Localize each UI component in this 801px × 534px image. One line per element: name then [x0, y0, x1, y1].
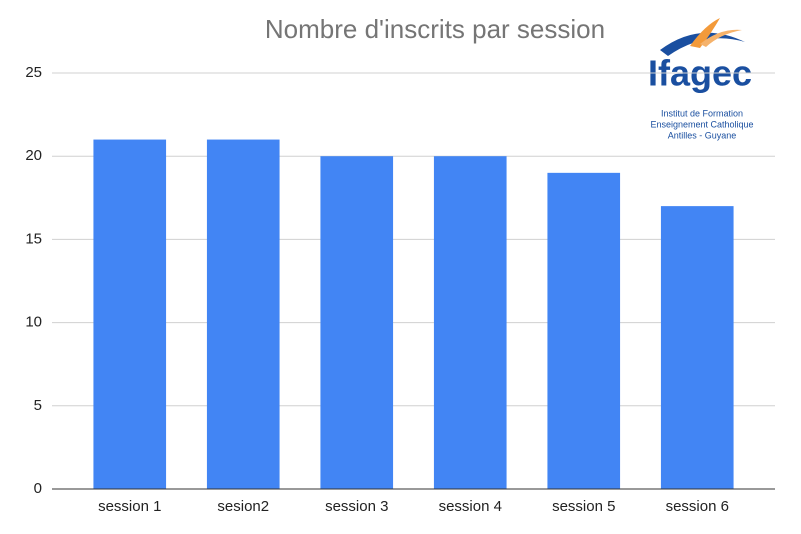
logo-swoosh	[700, 29, 742, 47]
logo: Ifagec Institut de Formation Enseignemen…	[648, 18, 754, 140]
bar	[547, 172, 621, 489]
y-tick-label: 10	[25, 314, 42, 331]
logo-swoosh	[690, 18, 720, 48]
x-tick-label: sesion2	[217, 498, 269, 515]
logo-line: Enseignement Catholique	[650, 119, 753, 129]
y-tick-label: 0	[34, 480, 42, 497]
x-tick-label: session 3	[325, 498, 388, 515]
x-tick-label: session 4	[439, 498, 502, 515]
bar	[93, 139, 167, 489]
logo-line: Institut de Formation	[661, 108, 743, 118]
chart-title: Nombre d'inscrits par session	[265, 14, 605, 44]
bar	[320, 156, 394, 489]
bar	[660, 206, 734, 489]
x-tick-label: session 6	[666, 498, 729, 515]
y-tick-label: 5	[34, 397, 42, 414]
x-tick-label: session 1	[98, 498, 161, 515]
x-tick-label: session 5	[552, 498, 615, 515]
logo-line: Antilles - Guyane	[668, 130, 737, 140]
y-tick-label: 25	[25, 64, 42, 81]
bar	[206, 139, 280, 489]
logo-swoosh	[660, 32, 745, 56]
y-tick-label: 15	[25, 230, 42, 247]
bar	[433, 156, 507, 489]
y-tick-label: 20	[25, 147, 42, 164]
